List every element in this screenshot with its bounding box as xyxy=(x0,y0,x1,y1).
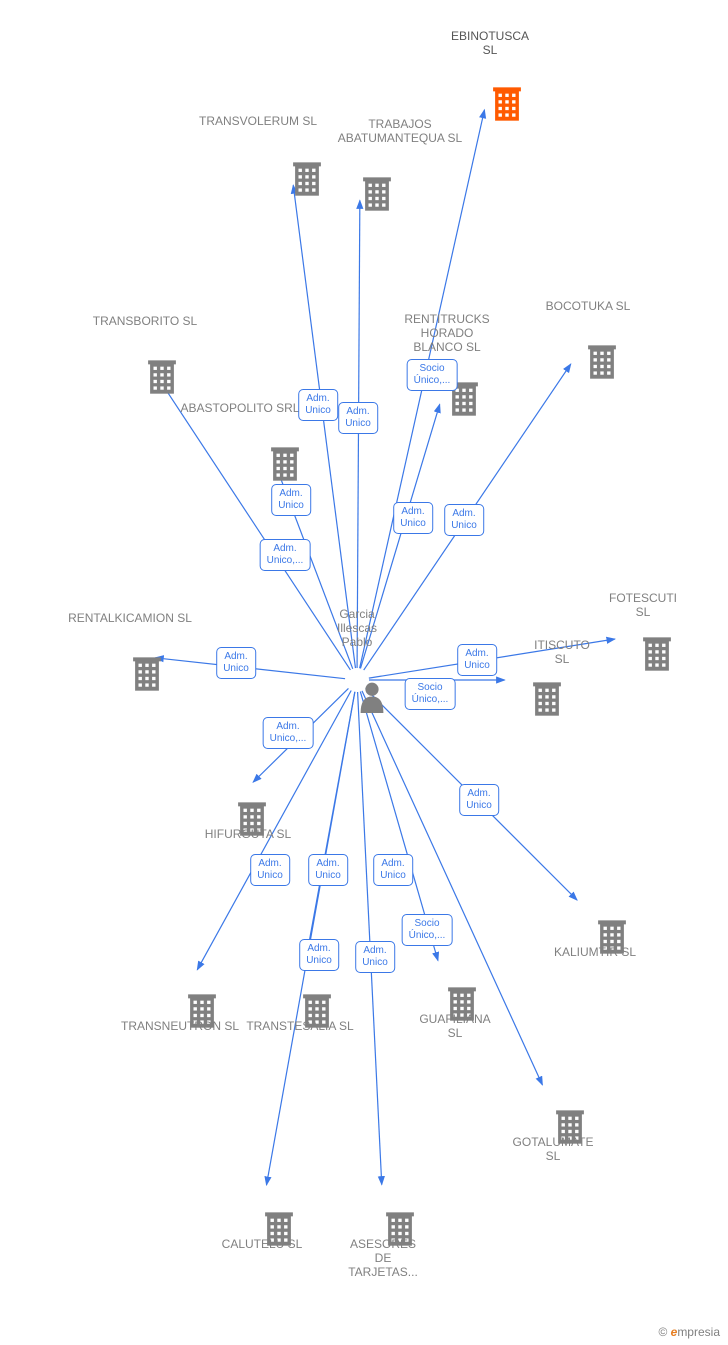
edge-line xyxy=(364,364,571,670)
edge-line xyxy=(155,658,345,679)
edge-line xyxy=(293,185,355,668)
brand-rest: mpresia xyxy=(677,1325,720,1339)
edge-line xyxy=(266,692,354,1185)
edge-line xyxy=(360,404,439,668)
edges-layer xyxy=(0,0,728,1345)
edge-line xyxy=(159,379,350,670)
edge-line xyxy=(253,688,348,782)
edge-line xyxy=(365,688,576,899)
edge-line xyxy=(197,691,351,970)
edge-line xyxy=(277,469,353,669)
edge-line xyxy=(360,692,438,961)
edge-line xyxy=(357,200,360,668)
edge-line xyxy=(358,692,382,1185)
copyright-symbol: © xyxy=(658,1325,667,1339)
edge-line xyxy=(362,691,542,1085)
edge-line xyxy=(369,639,615,678)
copyright-footer: © empresia xyxy=(658,1325,720,1339)
